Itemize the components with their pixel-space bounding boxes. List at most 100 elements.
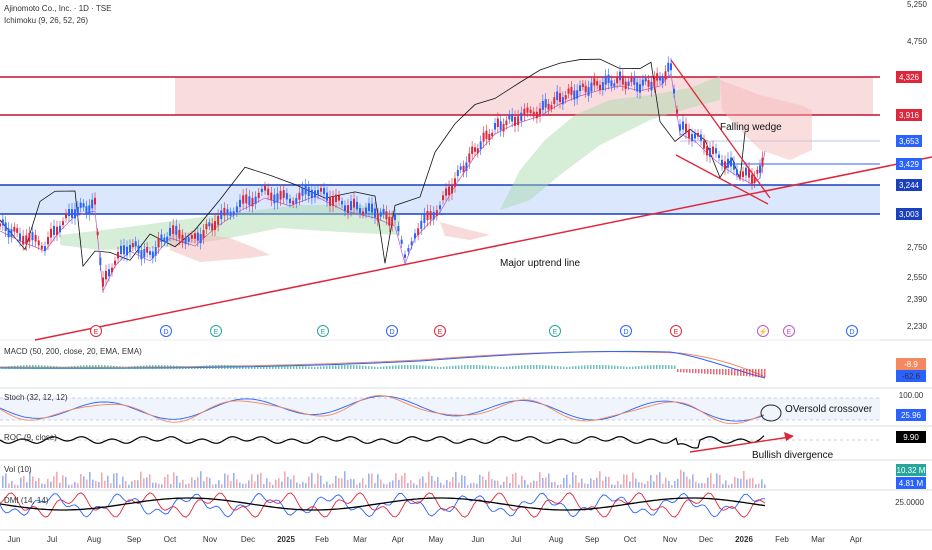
candle-body: [659, 76, 661, 81]
volume-bar: [26, 482, 28, 488]
macd-histogram-bar: [539, 365, 541, 369]
macd-histogram-bar: [764, 369, 766, 378]
volume-bar: [554, 481, 556, 488]
candle-body: [96, 231, 99, 236]
macd-histogram-bar: [77, 365, 79, 369]
candle-body: [108, 269, 110, 277]
volume-bar: [563, 477, 565, 488]
volume-bar: [188, 483, 190, 488]
event-marker-icon: [160, 325, 172, 337]
volume-bar: [323, 483, 325, 488]
y-tick-label: 2,230: [907, 322, 928, 331]
divergence-arrowhead: [784, 432, 794, 441]
macd-histogram-bar: [239, 365, 241, 369]
volume-bar: [386, 484, 388, 488]
macd-histogram-bar: [296, 365, 298, 369]
x-tick-label: 2026: [735, 535, 753, 544]
volume-bar: [335, 475, 337, 488]
macd-histogram-bar: [101, 365, 103, 369]
macd-histogram-bar: [434, 366, 436, 369]
macd-histogram-bar: [443, 366, 445, 369]
volume-bar: [95, 480, 97, 488]
volume-bar: [101, 472, 103, 488]
volume-bar: [551, 482, 553, 488]
macd-histogram-bar: [284, 365, 286, 369]
macd-histogram-bar: [26, 365, 28, 369]
event-marker-icon: [783, 325, 795, 337]
event-marker-label: D: [163, 329, 168, 336]
volume-bar: [608, 476, 610, 488]
event-marker-label: E: [674, 329, 679, 336]
volume-bar: [194, 479, 196, 488]
candle-body: [679, 124, 681, 131]
macd-histogram-bar: [404, 365, 406, 369]
volume-bar: [416, 484, 418, 488]
macd-histogram-bar: [5, 366, 7, 369]
vol-value-badge: [896, 464, 926, 476]
macd-histogram-bar: [512, 366, 514, 369]
candle-body: [499, 121, 502, 131]
macd-histogram-bar: [674, 365, 676, 369]
volume-bar: [722, 484, 724, 488]
candle-body: [682, 121, 684, 130]
macd-histogram-bar: [455, 365, 457, 369]
macd-histogram-bar: [620, 366, 622, 369]
macd-histogram-bar: [761, 369, 763, 378]
macd-histogram-bar: [683, 369, 685, 373]
x-tick-label: Apr: [392, 535, 405, 544]
volume-bar: [461, 474, 463, 488]
candle-body: [117, 251, 119, 259]
candle-body: [16, 228, 19, 233]
candle-body: [727, 158, 729, 168]
candle-body: [596, 81, 599, 86]
volume-bar: [212, 484, 214, 488]
macd-histogram-bar: [335, 365, 337, 369]
macd-histogram-bar: [731, 369, 733, 376]
candle-body: [429, 211, 432, 220]
x-tick-label: Mar: [811, 535, 825, 544]
macd-histogram-bar: [131, 366, 133, 369]
price-badge-label: 3,244: [899, 181, 920, 190]
volume-bar: [734, 476, 736, 488]
volume-bar: [650, 474, 652, 488]
volume-bar: [8, 483, 10, 488]
candle-body: [184, 237, 187, 245]
macd-histogram-bar: [521, 365, 523, 369]
event-marker-label: E: [438, 329, 443, 336]
macd-histogram-bar: [410, 365, 412, 369]
lagging-span: [0, 58, 746, 268]
macd-histogram-bar: [491, 365, 493, 369]
candle-body: [541, 101, 544, 110]
macd-line: [0, 350, 766, 379]
candle-body: [633, 77, 636, 85]
volume-bar: [113, 473, 115, 488]
volume-bar: [698, 483, 700, 488]
macd-histogram-bar: [155, 365, 157, 369]
candle-body: [479, 141, 482, 150]
macd-histogram-bar: [329, 365, 331, 369]
x-tick-label: Jun: [8, 535, 21, 544]
macd-histogram-bar: [299, 365, 301, 369]
candle-body: [539, 108, 541, 117]
macd-histogram-bar: [365, 365, 367, 369]
candle-body: [391, 217, 394, 226]
price-badge: [896, 208, 922, 220]
volume-bar: [557, 484, 559, 488]
candle-body: [270, 192, 273, 201]
candle-body: [40, 245, 43, 249]
candle-body: [505, 120, 508, 126]
candle-body: [442, 195, 444, 201]
volume-bar: [176, 475, 178, 488]
candle-body: [641, 79, 644, 86]
candle-body: [239, 199, 241, 208]
volume-bar: [302, 481, 304, 488]
macd-histogram-bar: [2, 366, 4, 369]
macd-histogram-bar: [485, 365, 487, 369]
candle-body: [590, 82, 593, 92]
candle-body: [301, 187, 304, 196]
macd-histogram-bar: [602, 365, 604, 369]
volume-bar: [488, 471, 490, 488]
x-tick-label: Oct: [624, 535, 637, 544]
x-tick-label: Dec: [241, 535, 255, 544]
